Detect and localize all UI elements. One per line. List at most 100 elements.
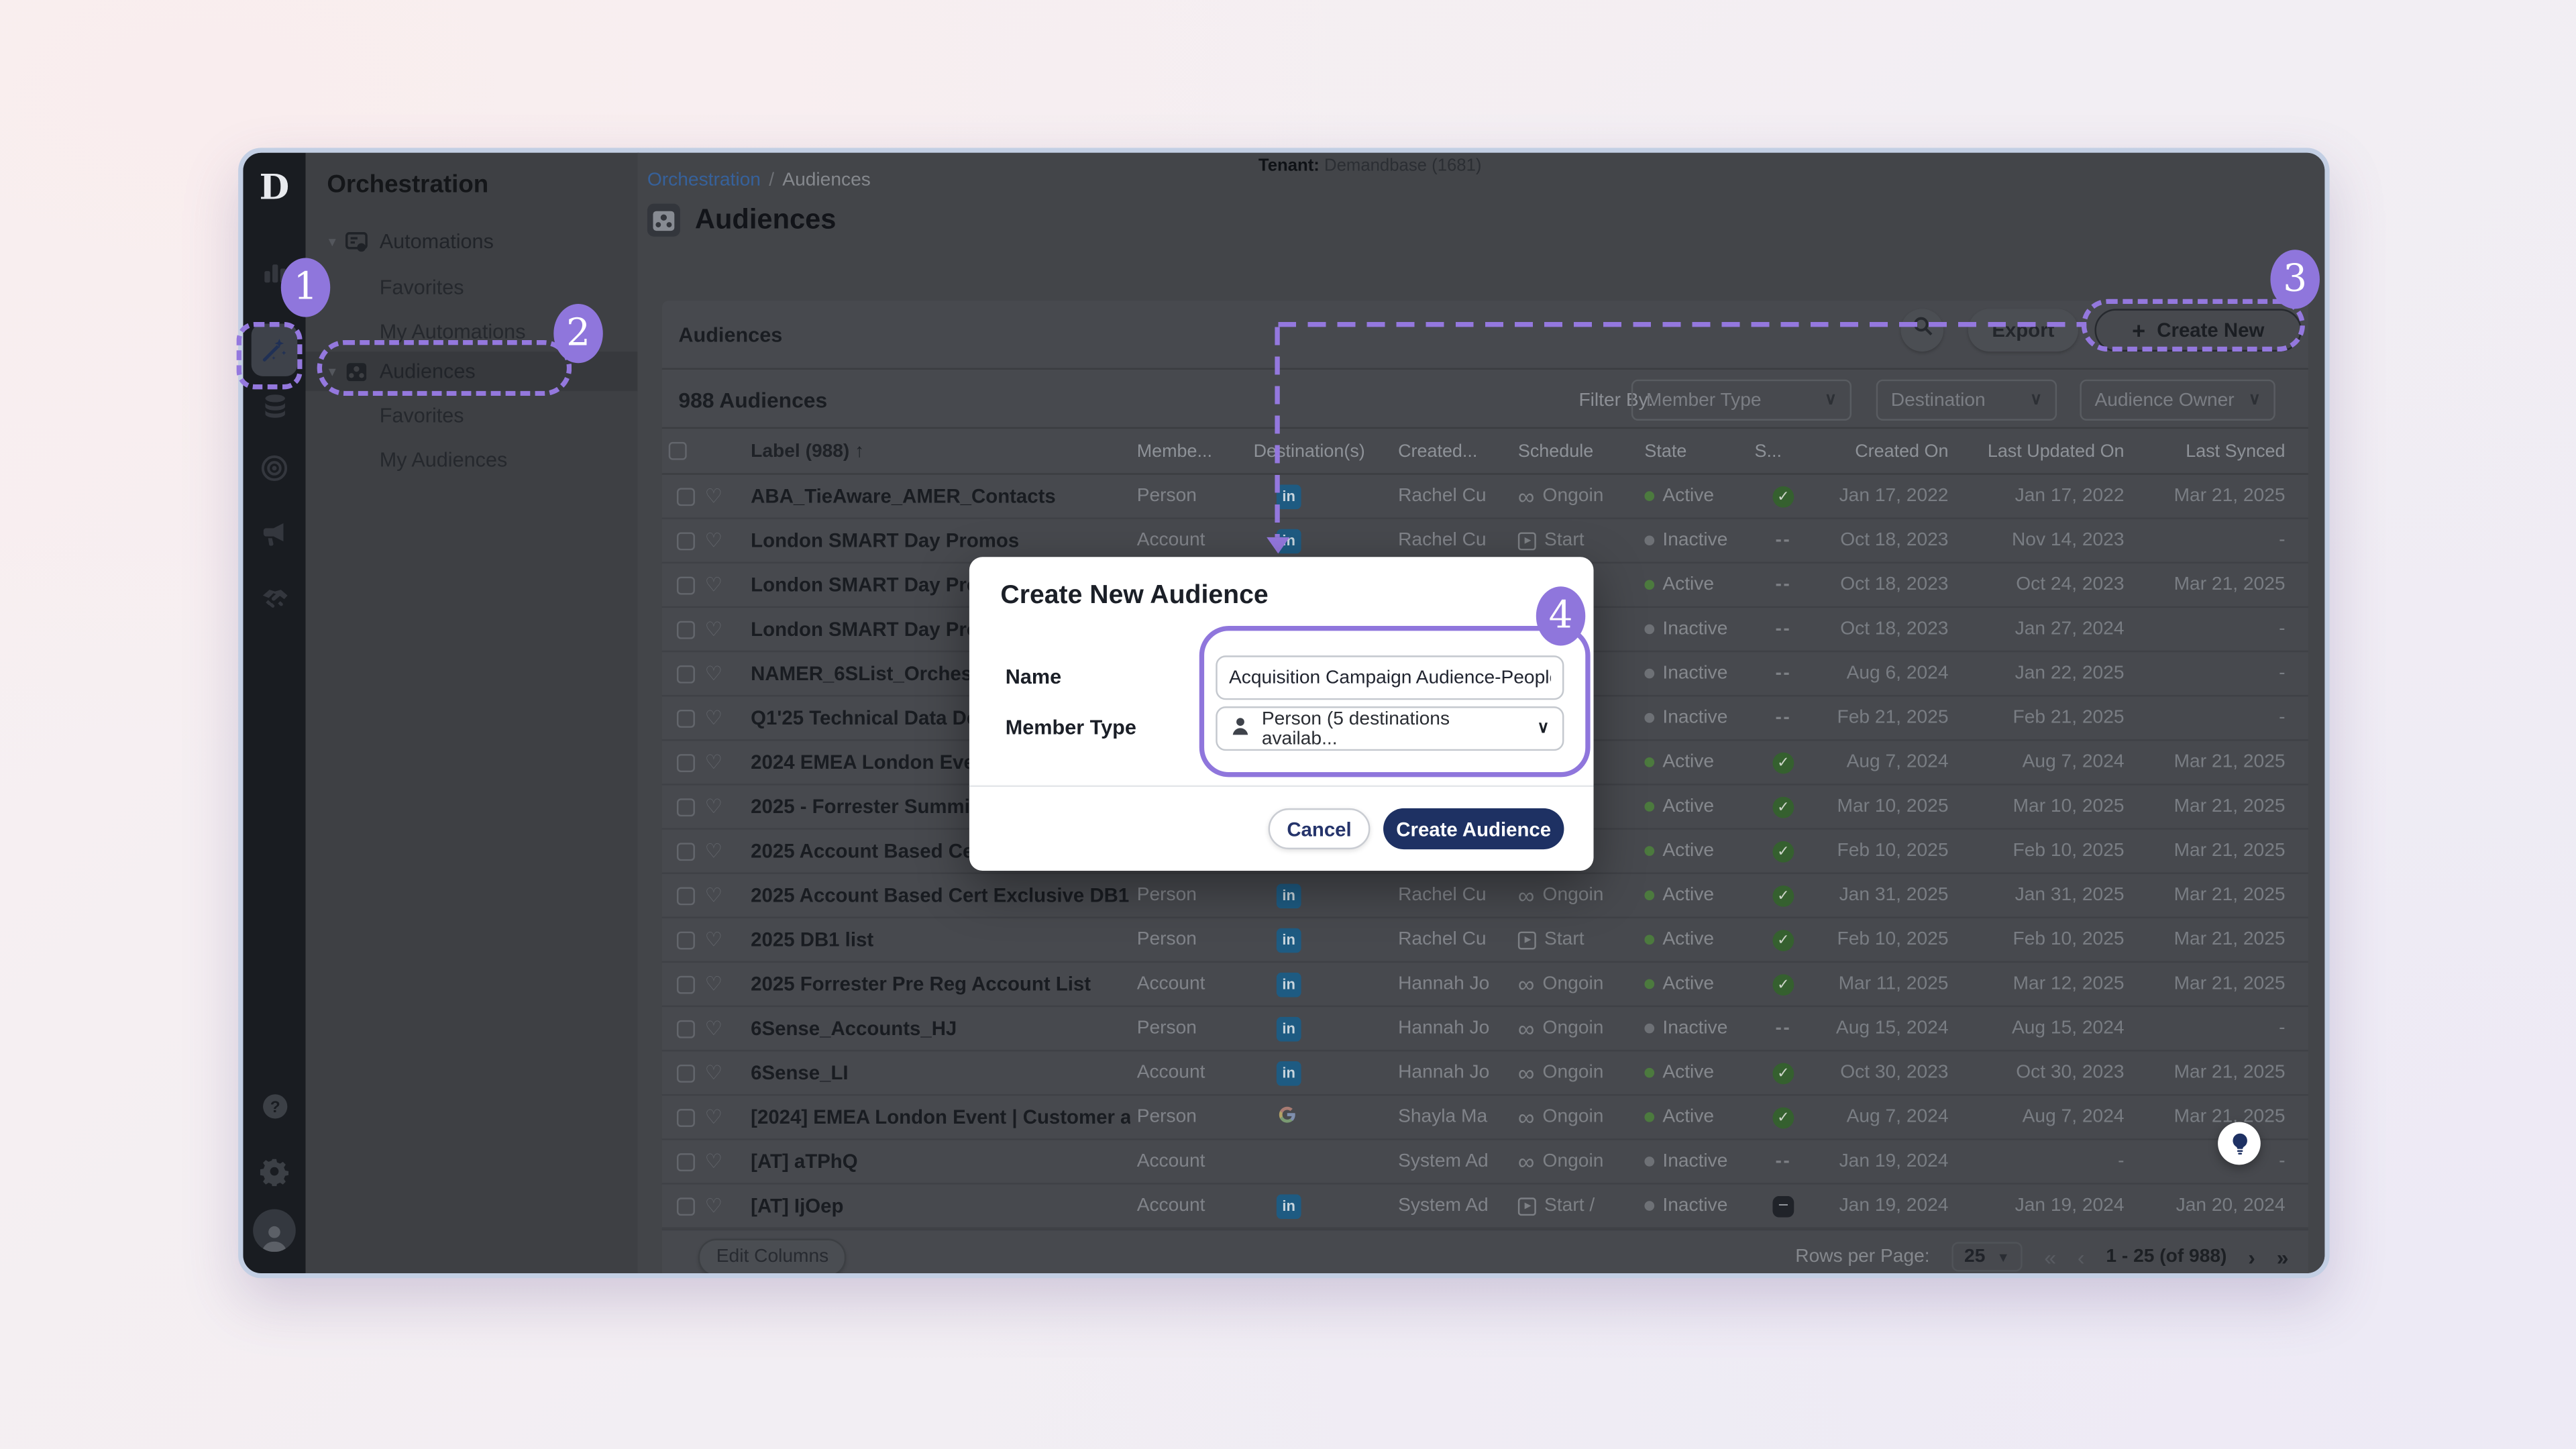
name-input[interactable]: [1216, 655, 1564, 700]
rows-per-page-select[interactable]: 25 ▼: [1951, 1242, 2023, 1272]
audience-label[interactable]: 6Sense_Accounts_HJ: [751, 1016, 957, 1040]
favorite-heart-icon[interactable]: ♡: [704, 752, 722, 773]
pagination-prev-icon[interactable]: ‹: [2077, 1244, 2085, 1269]
favorite-heart-icon[interactable]: ♡: [704, 575, 722, 595]
campaigns-megaphone-icon[interactable]: [255, 515, 294, 554]
table-row[interactable]: ♡ 6Sense_LI Account in Hannah Jo ∞ Ongoin Activ…: [661, 1051, 2308, 1096]
create-audience-button[interactable]: Create Audience: [1383, 808, 1564, 850]
pagination-first-icon[interactable]: «: [2044, 1244, 2057, 1269]
row-checkbox[interactable]: [676, 753, 695, 771]
audience-label[interactable]: London SMART Day Prom: [751, 573, 996, 596]
row-checkbox[interactable]: [676, 620, 695, 639]
filter-member-type[interactable]: Member Type ∨: [1631, 379, 1851, 421]
row-checkbox[interactable]: [676, 975, 695, 994]
table-row[interactable]: ♡ 6Sense_Accounts_HJ Person in Hannah Jo ∞ Ong…: [661, 1007, 2308, 1052]
user-avatar[interactable]: [253, 1209, 296, 1252]
favorite-heart-icon[interactable]: ♡: [704, 531, 722, 551]
pagination-last-icon[interactable]: »: [2276, 1244, 2289, 1269]
row-checkbox[interactable]: [676, 930, 695, 949]
filter-audience-owner[interactable]: Audience Owner ∨: [2080, 379, 2275, 421]
audience-label[interactable]: 2025 Account Based Cert: [751, 839, 988, 863]
sidebar-item-my-audiences[interactable]: My Audiences: [306, 440, 638, 480]
favorite-heart-icon[interactable]: ♡: [704, 1107, 722, 1127]
header-state[interactable]: State: [1644, 441, 1687, 461]
export-button[interactable]: Export: [1968, 309, 2078, 352]
table-row[interactable]: ♡ 2025 DB1 list Person in Rachel Cu Start Acti…: [661, 918, 2308, 963]
favorite-heart-icon[interactable]: ♡: [704, 1063, 722, 1083]
favorite-heart-icon[interactable]: ♡: [704, 619, 722, 639]
header-last-updated[interactable]: Last Updated On: [1987, 441, 2125, 461]
row-checkbox[interactable]: [676, 797, 695, 816]
favorite-heart-icon[interactable]: ♡: [704, 885, 722, 906]
data-database-icon[interactable]: [255, 386, 294, 426]
table-row[interactable]: ♡ 2025 Account Based Cert Active ✓ Feb 10, 2…: [661, 830, 2308, 874]
favorite-heart-icon[interactable]: ♡: [704, 1195, 722, 1216]
row-checkbox[interactable]: [676, 576, 695, 594]
sort-ascending-icon[interactable]: ↑: [855, 441, 865, 461]
row-checkbox[interactable]: [676, 1108, 695, 1126]
cancel-button[interactable]: Cancel: [1268, 808, 1371, 850]
search-button[interactable]: [1900, 309, 1944, 352]
select-all-checkbox[interactable]: [668, 441, 687, 460]
row-checkbox[interactable]: [676, 842, 695, 861]
table-row[interactable]: ♡ Q1'25 Technical Data Dem Inactive -- Feb 2…: [661, 696, 2308, 741]
audience-label[interactable]: 6Sense_LI: [751, 1061, 849, 1085]
favorite-heart-icon[interactable]: ♡: [704, 708, 722, 728]
audience-label[interactable]: 2025 - Forrester Summit P: [751, 795, 996, 818]
sidebar-item-audiences-favorites[interactable]: Favorites: [306, 396, 638, 435]
breadcrumb-orchestration[interactable]: Orchestration: [647, 170, 761, 191]
row-checkbox[interactable]: [676, 664, 695, 683]
caret-down-icon[interactable]: ▾: [328, 232, 336, 250]
table-row[interactable]: ♡ [AT] IjOep Account in System Ad Start / Ina…: [661, 1185, 2308, 1229]
table-row[interactable]: ♡ ABA_TieAware_AMER_Contacts Person in Rache…: [661, 475, 2308, 519]
advertising-target-icon[interactable]: [255, 449, 294, 488]
header-member-type[interactable]: Membe...: [1136, 441, 1213, 461]
header-label[interactable]: Label (988) ↑: [751, 441, 865, 461]
header-created-by[interactable]: Created...: [1398, 441, 1478, 461]
audience-label[interactable]: 2025 DB1 list: [751, 928, 874, 951]
row-checkbox[interactable]: [676, 1063, 695, 1082]
audience-label[interactable]: 2025 Account Based Cert Exclusive DB1 A: [751, 883, 1130, 907]
row-checkbox[interactable]: [676, 487, 695, 506]
audience-label[interactable]: 2024 EMEA London Event: [751, 751, 994, 774]
header-last-synced[interactable]: Last Synced: [2186, 441, 2286, 461]
row-checkbox[interactable]: [676, 1152, 695, 1171]
row-checkbox[interactable]: [676, 886, 695, 905]
audience-label[interactable]: Q1'25 Technical Data Dem: [751, 706, 996, 730]
audience-label[interactable]: London SMART Day Promos: [751, 529, 1020, 552]
table-row[interactable]: ♡ 2025 Forrester Pre Reg Account List Acco…: [661, 963, 2308, 1008]
row-checkbox[interactable]: [676, 1197, 695, 1216]
row-checkbox[interactable]: [676, 708, 695, 727]
sidebar-item-automations[interactable]: ▾ Automations: [306, 222, 638, 262]
header-sync[interactable]: S...: [1754, 441, 1782, 461]
sidebar-item-automations-favorites[interactable]: Favorites: [306, 268, 638, 307]
audience-label[interactable]: NAMER_6SList_Orchestra: [751, 661, 998, 686]
audience-label[interactable]: [2024] EMEA London Event | Customer ar: [751, 1106, 1130, 1129]
favorite-heart-icon[interactable]: ♡: [704, 486, 722, 506]
favorite-heart-icon[interactable]: ♡: [704, 663, 722, 684]
edit-columns-button[interactable]: Edit Columns: [698, 1238, 847, 1273]
favorite-heart-icon[interactable]: ♡: [704, 796, 722, 817]
help-icon[interactable]: ?: [255, 1086, 294, 1126]
help-bulb-button[interactable]: [2218, 1122, 2261, 1165]
analytics-bar-chart-icon[interactable]: [255, 252, 294, 291]
settings-gear-icon[interactable]: [255, 1152, 294, 1191]
favorite-heart-icon[interactable]: ♡: [704, 930, 722, 950]
header-created-on[interactable]: Created On: [1855, 441, 1949, 461]
partners-handshake-icon[interactable]: [255, 577, 294, 616]
table-row[interactable]: ♡ 2025 Account Based Cert Exclusive DB1 A…: [661, 874, 2308, 918]
audience-label[interactable]: ABA_TieAware_AMER_Contacts: [751, 484, 1056, 508]
filter-destination[interactable]: Destination ∨: [1876, 379, 2057, 421]
table-row[interactable]: ♡ [AT] aTPhQ Account System Ad ∞ Ongoin Inacti…: [661, 1140, 2308, 1185]
header-schedule[interactable]: Schedule: [1517, 441, 1594, 461]
row-checkbox[interactable]: [676, 1019, 695, 1038]
favorite-heart-icon[interactable]: ♡: [704, 1151, 722, 1172]
audience-label[interactable]: 2025 Forrester Pre Reg Account List: [751, 972, 1091, 996]
audience-label[interactable]: [AT] IjOep: [751, 1194, 844, 1218]
pagination-next-icon[interactable]: ›: [2248, 1244, 2255, 1269]
member-type-select[interactable]: Person (5 destinations availab... ∨: [1216, 706, 1564, 751]
sidebar-item-my-automations[interactable]: My Automations: [306, 312, 638, 352]
favorite-heart-icon[interactable]: ♡: [704, 841, 722, 861]
audience-label[interactable]: London SMART Day Prom: [751, 617, 996, 641]
table-row[interactable]: ♡ [2024] EMEA London Event | Customer ar P…: [661, 1095, 2308, 1140]
